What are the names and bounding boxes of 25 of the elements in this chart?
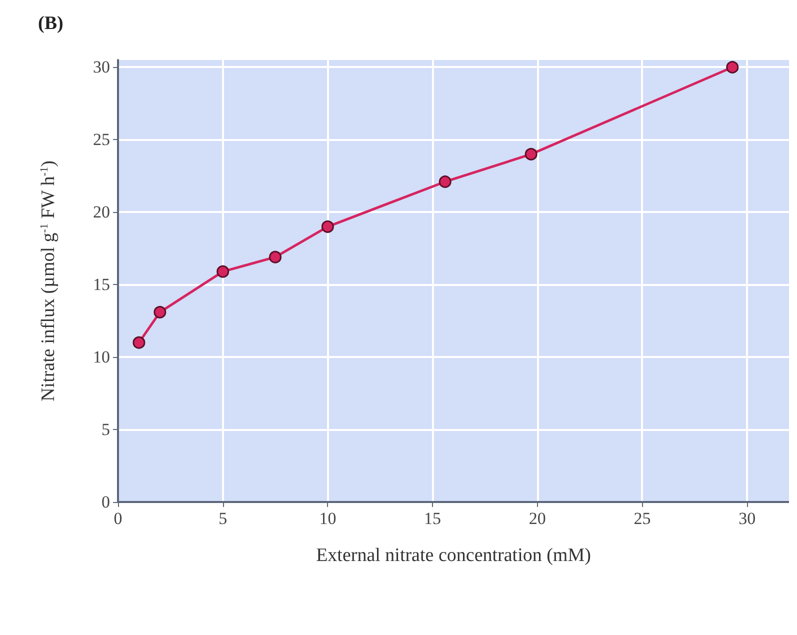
point — [726, 61, 739, 74]
point — [438, 175, 452, 188]
point — [269, 250, 282, 264]
y-tick-label: 5 — [102, 420, 110, 440]
text: (B) — [38, 13, 64, 34]
point — [154, 306, 166, 318]
y-tick-label: 25 — [93, 130, 110, 150]
x-tick-label: 10 — [319, 509, 336, 528]
y-tick-label: 30 — [93, 58, 110, 77]
x-tick-label: 30 — [738, 509, 756, 528]
point — [321, 220, 334, 233]
point — [216, 265, 230, 278]
x-tick-label: 25 — [634, 509, 651, 528]
x-tick-label: 0 — [114, 509, 122, 528]
y-tick-label: 15 — [93, 275, 110, 294]
x-tick-label: 15 — [424, 509, 442, 528]
x-tick-label: 5 — [218, 509, 228, 528]
y-tick-label: 10 — [93, 348, 110, 367]
y-tick-label: 20 — [93, 202, 110, 222]
x-tick-label: 20 — [528, 509, 546, 528]
y-axis-title: Nitrate influx (µmol g-1 FW h-1) — [38, 160, 59, 402]
x-axis-title: External nitrate concentration (mM) — [316, 545, 591, 566]
y-tick-label: 0 — [102, 492, 110, 512]
point — [524, 148, 538, 160]
point — [132, 336, 146, 349]
